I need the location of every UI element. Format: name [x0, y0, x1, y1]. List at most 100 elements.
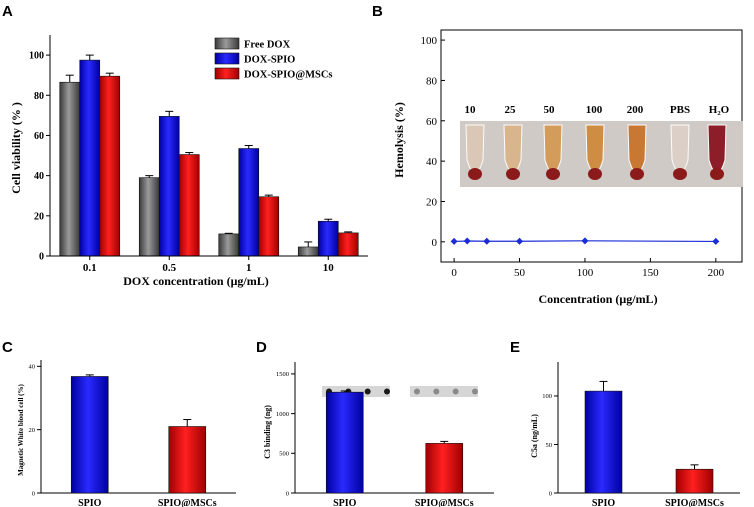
chart-c: Magnetic White blood cell (%) 0 20 40 SPIO S…: [17, 360, 236, 507]
dot-blot-spot: [414, 388, 420, 395]
chart-e-xtick-label: SPIO@MSCs: [665, 498, 724, 507]
chart-a-legend-label: Free DOX: [244, 40, 291, 51]
chart-b-marker: [712, 237, 720, 245]
hemolysis-tube: [707, 124, 727, 174]
chart-b-xtick-label: 0: [451, 267, 457, 279]
dot-blot-strip: [410, 386, 478, 397]
chart-a-xtick-label: 0.5: [162, 262, 176, 274]
chart-e-bar: [584, 390, 623, 494]
chart-c-ytick-label: 20: [29, 427, 36, 434]
tube-label: 10: [465, 104, 477, 116]
chart-a-xtick-label: 10: [323, 262, 335, 274]
chart-d-ytick-label: 1000: [276, 411, 289, 418]
chart-a-bar: [297, 246, 319, 257]
chart-a-bars: [59, 54, 359, 257]
chart-a-bar: [258, 196, 280, 257]
chart-a-axes: 0 20 40 60 80 100 0.1 0.5 1 10: [29, 35, 368, 274]
chart-a-bar: [317, 220, 339, 257]
chart-c-bar: [70, 376, 109, 494]
hemolysis-tube-pellet: [673, 168, 687, 180]
chart-a-xtick-label: 1: [246, 262, 252, 274]
chart-b-axes: 0 20 40 60 80 100 0 50 100 150 200: [421, 29, 743, 279]
hemolysis-tube: [503, 124, 523, 174]
hemolysis-tube-pellet: [546, 168, 560, 180]
chart-a-legend-label: DOX-SPIO: [244, 55, 295, 66]
chart-c-xtick-label: SPIO: [78, 498, 102, 507]
hemolysis-tube: [465, 124, 485, 174]
tube-label: 50: [544, 104, 556, 116]
chart-c-xtick-label: SPIO@MSCs: [158, 498, 217, 507]
chart-b-ytick-label: 80: [426, 75, 438, 87]
chart-b-ylabel: Hemolysis (%): [392, 102, 406, 178]
chart-a-legend-swatch: [214, 37, 240, 50]
chart-b-xtick-label: 200: [708, 267, 725, 279]
chart-b-xlabel: Concentration (μg/mL): [538, 292, 657, 306]
tube-label: H₂O: [709, 104, 730, 116]
chart-a-ytick-label: 0: [39, 252, 44, 263]
chart-d-xtick-label: SPIO: [333, 498, 357, 507]
tube-label: 100: [586, 104, 603, 116]
chart-c-ylabel: Magnetic White blood cell (%): [17, 384, 25, 476]
chart-a-bar: [79, 59, 101, 257]
c3-dot-blots: [322, 386, 478, 397]
chart-b-marker: [581, 237, 589, 245]
chart-a-ytick-label: 60: [34, 131, 44, 142]
chart-a-bar: [138, 177, 160, 257]
tube-labels: 10 25 50 100 200 PBS H₂O: [465, 104, 730, 116]
chart-a-ylabel: Cell viability (% ): [9, 102, 23, 194]
chart-a-legend-label: DOX-SPIO@MSCs: [244, 70, 333, 81]
hemolysis-tube: [627, 124, 647, 174]
chart-a-bar: [218, 233, 240, 257]
hemolysis-tube-pellet: [468, 168, 482, 180]
chart-b-xtick-label: 150: [642, 267, 659, 279]
chart-b-marker: [450, 237, 458, 245]
chart-b-ytick-label: 40: [426, 156, 438, 168]
chart-b: 0 20 40 60 80 100 0 50 100 150 200 10 25 50 100 200 PBS…: [392, 29, 743, 306]
chart-c-ytick-label: 40: [29, 364, 36, 371]
chart-a-ytick-label: 80: [34, 91, 44, 102]
chart-b-xtick-label: 50: [514, 267, 526, 279]
chart-c-bar: [168, 426, 207, 494]
chart-d: C3 binding (ng) 0 500 1000 1500 SPIO SPIO@MSC…: [263, 362, 494, 507]
chart-b-xtick-label: 100: [577, 267, 594, 279]
chart-a-bar: [59, 81, 81, 257]
chart-a-bar: [337, 232, 359, 257]
chart-a-ytick-label: 40: [34, 171, 44, 182]
chart-a-legend-swatch: [214, 67, 240, 80]
chart-d-bar: [325, 391, 364, 494]
chart-a-xlabel: DOX concentration (μg/mL): [123, 274, 268, 288]
hemolysis-tube: [670, 124, 690, 174]
chart-e-ytick-label: 100: [542, 393, 552, 400]
chart-b-ytick-label: 100: [421, 35, 438, 47]
chart-b-ytick-label: 20: [426, 196, 438, 208]
tube-label: 25: [505, 104, 517, 116]
chart-b-ytick-label: 0: [432, 237, 438, 249]
chart-b-ytick-label: 60: [426, 116, 438, 128]
dot-blot-spot: [364, 388, 371, 395]
dot-blot-spot: [384, 388, 390, 395]
chart-e: C5a (ng/mL) 0 50 100 SPIO SPIO@MSCs: [530, 362, 740, 507]
hemolysis-tube-pellet: [710, 168, 724, 180]
chart-b-marker: [463, 237, 471, 245]
dot-blot-spot: [433, 388, 440, 395]
panel-label-e: E: [510, 339, 520, 356]
dot-blot-spot: [472, 388, 478, 395]
hemolysis-tube: [585, 124, 605, 174]
chart-a-bar: [178, 154, 200, 257]
dot-blot-strip: [322, 386, 390, 397]
chart-d-ylabel: C3 binding (ng): [263, 405, 272, 459]
chart-c-ytick-label: 0: [32, 490, 35, 497]
chart-d-xtick-label: SPIO@MSCs: [415, 498, 474, 507]
chart-e-xtick-label: SPIO: [592, 498, 616, 507]
hemolysis-tube-photo: [460, 121, 743, 187]
chart-e-ytick-label: 50: [546, 442, 553, 449]
chart-d-ytick-label: 0: [286, 490, 289, 497]
chart-e-ylabel: C5a (ng/mL): [530, 414, 539, 458]
hemolysis-tube-pellet: [506, 168, 520, 180]
tube-label: PBS: [670, 104, 690, 116]
chart-a-bar: [238, 148, 260, 257]
panel-label-c: C: [2, 339, 13, 356]
chart-d-ytick-label: 500: [279, 451, 289, 458]
chart-a-ytick-label: 20: [34, 211, 44, 222]
